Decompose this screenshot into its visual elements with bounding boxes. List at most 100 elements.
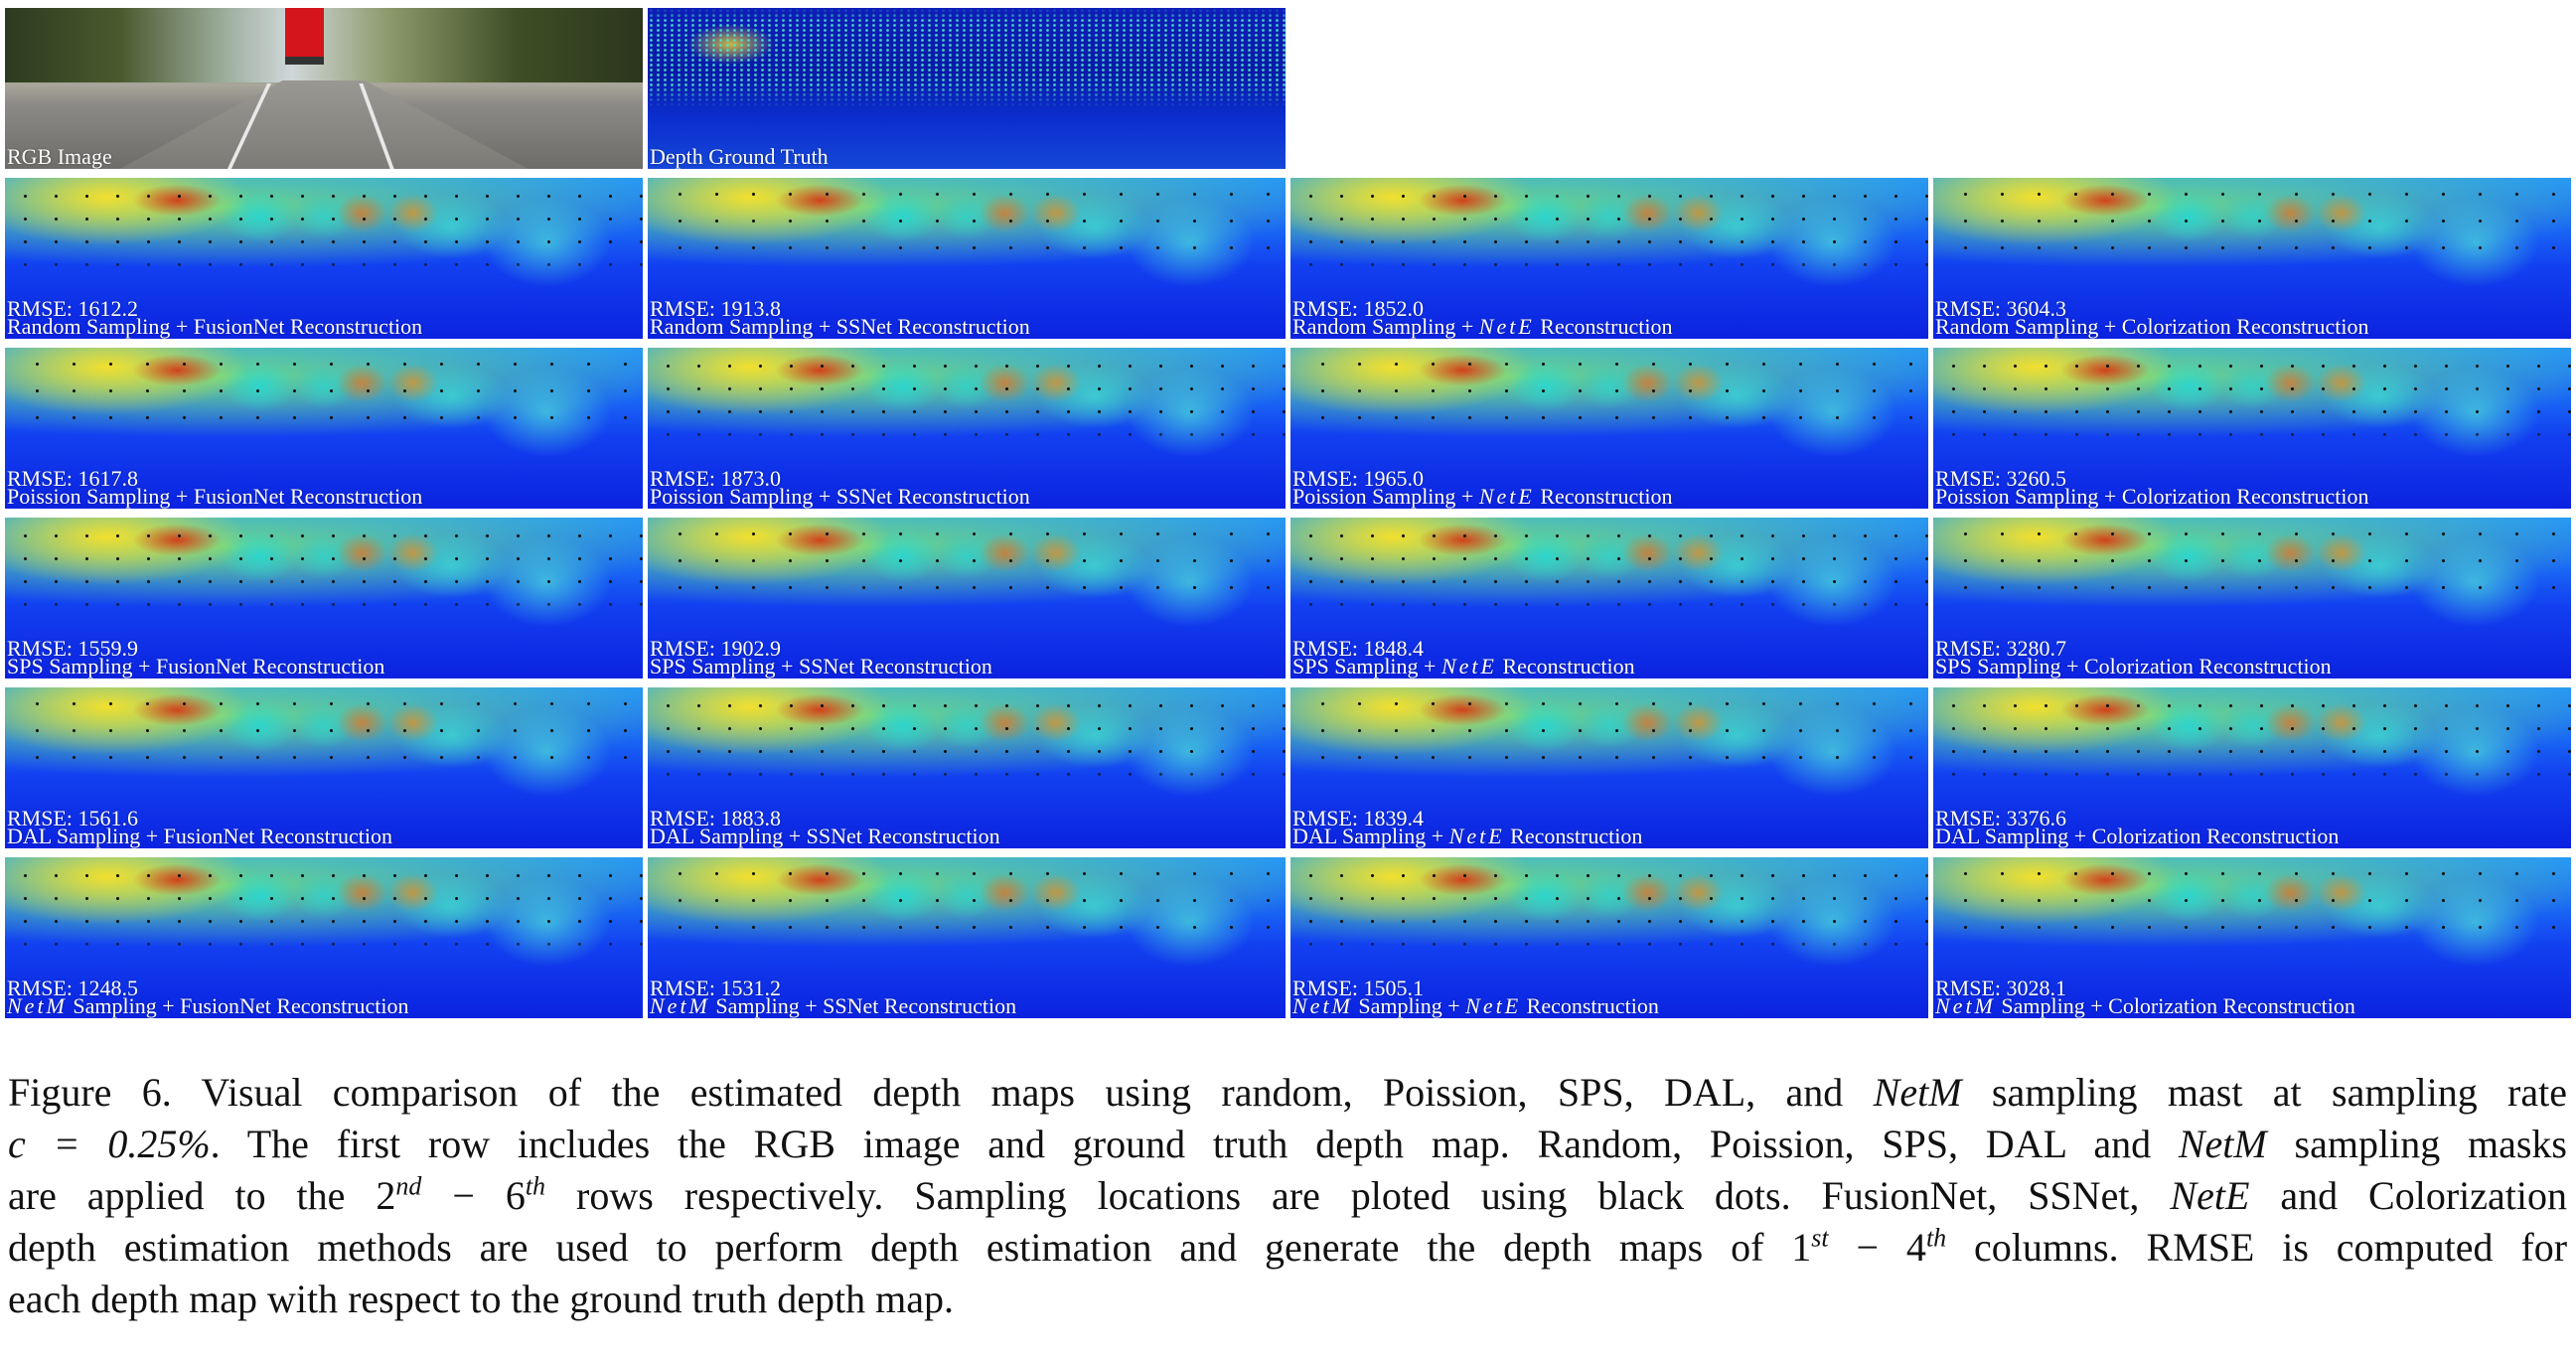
method-text: Poission Sampling bbox=[1935, 484, 2099, 509]
caption-text: columns. RMSE is computed for bbox=[1946, 1225, 2568, 1270]
depth-map-panel: RMSE: 1617.8 Poission Sampling + FusionNe… bbox=[5, 348, 643, 509]
caption-math: NetE bbox=[2170, 1173, 2250, 1218]
tree-line bbox=[5, 8, 643, 82]
caption-line-5: each depth map with respect to the groun… bbox=[8, 1277, 954, 1321]
rmse-value: RMSE: 1561.6 bbox=[7, 806, 139, 830]
method-label: Random Sampling + NetE Reconstruction bbox=[1292, 316, 1673, 338]
depth-map-panel: RMSE: 1839.4 DAL Sampling + NetE Reconstr… bbox=[1290, 687, 1928, 848]
panel-label: RMSE: 3376.6 DAL Sampling + Colorization … bbox=[1935, 806, 2340, 848]
caption-math: NetM bbox=[1873, 1070, 1962, 1115]
depth-map-panel: RMSE: 3260.5 Poission Sampling + Coloriza… bbox=[1933, 348, 2571, 509]
method-text: + FusionNet Reconstruction bbox=[170, 314, 423, 339]
method-math: NetE bbox=[1465, 993, 1522, 1018]
panel-label: RMSE: 3028.1 NetM Sampling + Colorization… bbox=[1935, 976, 2355, 1017]
panel-label: RMSE: 1248.5 NetM Sampling + FusionNet Re… bbox=[7, 978, 409, 1017]
method-text: + Colorization Reconstruction bbox=[2098, 484, 2369, 509]
caption-line-4: depth estimation methods are used to per… bbox=[8, 1222, 2567, 1274]
method-text: DAL Sampling + bbox=[1292, 824, 1449, 848]
panel-label: RMSE: 1913.8 Random Sampling + SSNet Reco… bbox=[650, 298, 1030, 338]
method-math: NetM bbox=[1292, 993, 1353, 1018]
method-text: SPS Sampling + bbox=[1292, 654, 1441, 678]
panel-label: RMSE: 1559.9 SPS Sampling + FusionNet Rec… bbox=[7, 638, 384, 678]
depth-map-panel: RMSE: 1559.9 SPS Sampling + FusionNet Rec… bbox=[5, 518, 643, 678]
rgb-image-label: RGB Image bbox=[7, 144, 112, 169]
method-text: + FusionNet Reconstruction bbox=[140, 824, 393, 848]
method-label: NetM Sampling + NetE Reconstruction bbox=[1292, 995, 1659, 1017]
depth-map-panel: RMSE: 1883.8 DAL Sampling + SSNet Reconst… bbox=[648, 687, 1286, 848]
method-label: NetM Sampling + FusionNet Reconstruction bbox=[7, 995, 409, 1017]
panel-label: RMSE: 3280.7 SPS Sampling + Colorization … bbox=[1935, 638, 2332, 678]
rmse-value: RMSE: 1839.4 bbox=[1292, 806, 1425, 830]
caption-text: − 6 bbox=[421, 1173, 526, 1218]
method-text: Reconstruction bbox=[1496, 654, 1635, 678]
rmse-value: RMSE: 3028.1 bbox=[1935, 976, 2067, 1000]
method-label: SPS Sampling + Colorization Reconstructi… bbox=[1935, 656, 2332, 678]
method-text: Random Sampling bbox=[650, 314, 814, 339]
method-text: + SSNet Reconstruction bbox=[775, 654, 992, 678]
method-text: + SSNet Reconstruction bbox=[813, 314, 1030, 339]
depth-map-panel: RMSE: 1505.1 NetM Sampling + NetE Reconst… bbox=[1290, 857, 1928, 1018]
depth-map-panel: RMSE: 1531.2 NetM Sampling + SSNet Recons… bbox=[648, 857, 1286, 1018]
rmse-value: RMSE: 1873.0 bbox=[650, 466, 782, 491]
rmse-value: RMSE: 1852.0 bbox=[1292, 296, 1425, 321]
depth-hotspot bbox=[685, 24, 776, 65]
method-text: SPS Sampling bbox=[1935, 654, 2061, 678]
panel-label: RMSE: 3260.5 Poission Sampling + Coloriza… bbox=[1935, 466, 2369, 508]
caption-text: depth estimation methods are used to per… bbox=[8, 1225, 1812, 1270]
method-math: NetM bbox=[7, 993, 68, 1018]
caption-text: Figure 6. Visual comparison of the estim… bbox=[8, 1070, 1874, 1115]
depth-map-panel: RMSE: 3028.1 NetM Sampling + Colorization… bbox=[1933, 857, 2571, 1018]
method-text: Reconstruction bbox=[1534, 484, 1673, 509]
caption-text: rows respectively. Sampling locations ar… bbox=[545, 1173, 2171, 1218]
method-math: NetM bbox=[1935, 993, 1996, 1018]
method-text: Random Sampling bbox=[1935, 314, 2099, 339]
depth-map-panel: RMSE: 1612.2 Random Sampling + FusionNet … bbox=[5, 178, 643, 339]
method-label: Poission Sampling + NetE Reconstruction bbox=[1292, 486, 1673, 508]
method-text: Sampling + bbox=[1352, 993, 1466, 1018]
panel-label: RMSE: 1848.4 SPS Sampling + NetE Reconstr… bbox=[1292, 636, 1635, 678]
method-label: DAL Sampling + SSNet Reconstruction bbox=[650, 826, 1000, 847]
panel-label: RMSE: 1883.8 DAL Sampling + SSNet Reconst… bbox=[650, 806, 1000, 847]
method-text: DAL Sampling bbox=[1935, 824, 2069, 848]
method-text: SPS Sampling bbox=[650, 654, 776, 678]
depth-map-panel: RMSE: 1852.0 Random Sampling + NetE Recon… bbox=[1290, 178, 1928, 339]
panel-label: RMSE: 1839.4 DAL Sampling + NetE Reconstr… bbox=[1292, 806, 1642, 847]
depth-map-panel: RMSE: 1248.5 NetM Sampling + FusionNet Re… bbox=[5, 857, 643, 1018]
caption-math: c = 0.25% bbox=[8, 1122, 211, 1166]
method-label: Random Sampling + FusionNet Reconstructi… bbox=[7, 316, 422, 338]
depth-map-panel: RMSE: 1561.6 DAL Sampling + FusionNet Rec… bbox=[5, 687, 643, 848]
caption-text: . The first row includes the RGB image a… bbox=[210, 1122, 2179, 1166]
method-label: Poission Sampling + Colorization Reconst… bbox=[1935, 486, 2369, 508]
rmse-value: RMSE: 1848.4 bbox=[1292, 636, 1425, 661]
method-label: Random Sampling + SSNet Reconstruction bbox=[650, 316, 1030, 338]
method-label: SPS Sampling + NetE Reconstruction bbox=[1292, 656, 1635, 678]
rmse-value: RMSE: 1505.1 bbox=[1292, 976, 1425, 1000]
method-label: NetM Sampling + Colorization Reconstruct… bbox=[1935, 995, 2355, 1017]
method-text: + Colorization Reconstruction bbox=[2098, 314, 2369, 339]
caption-text: are applied to the 2 bbox=[8, 1173, 396, 1218]
method-label: Poission Sampling + SSNet Reconstruction bbox=[650, 486, 1030, 508]
rmse-value: RMSE: 1883.8 bbox=[650, 806, 782, 830]
method-label: DAL Sampling + NetE Reconstruction bbox=[1292, 826, 1642, 847]
method-text: Random Sampling + bbox=[1292, 314, 1479, 339]
rmse-value: RMSE: 1612.2 bbox=[7, 296, 139, 321]
rgb-image-panel: RGB Image bbox=[5, 8, 643, 169]
rmse-value: RMSE: 3260.5 bbox=[1935, 466, 2067, 491]
depth-map-panel: RMSE: 1913.8 Random Sampling + SSNet Reco… bbox=[648, 178, 1286, 339]
method-text: + Colorization Reconstruction bbox=[2068, 824, 2340, 848]
method-label: Poission Sampling + FusionNet Reconstruc… bbox=[7, 486, 422, 508]
panel-label: RMSE: 1902.9 SPS Sampling + SSNet Reconst… bbox=[650, 638, 992, 678]
depth-map-panel: RMSE: 3376.6 DAL Sampling + Colorization … bbox=[1933, 687, 2571, 848]
method-text: Sampling bbox=[67, 993, 157, 1018]
method-text: DAL Sampling bbox=[650, 824, 784, 848]
method-math: NetE bbox=[1448, 824, 1505, 848]
panel-label: RMSE: 1505.1 NetM Sampling + NetE Reconst… bbox=[1292, 976, 1659, 1017]
method-math: NetM bbox=[650, 993, 710, 1018]
rmse-value: RMSE: 1617.8 bbox=[7, 466, 139, 491]
method-label: SPS Sampling + SSNet Reconstruction bbox=[650, 656, 992, 678]
method-math: NetE bbox=[1478, 484, 1535, 509]
rmse-value: RMSE: 1965.0 bbox=[1292, 466, 1425, 491]
depth-map-panel: RMSE: 1965.0 Poission Sampling + NetE Rec… bbox=[1290, 348, 1928, 509]
depth-ground-truth-label: Depth Ground Truth bbox=[650, 144, 829, 169]
rmse-value: RMSE: 3376.6 bbox=[1935, 806, 2067, 830]
